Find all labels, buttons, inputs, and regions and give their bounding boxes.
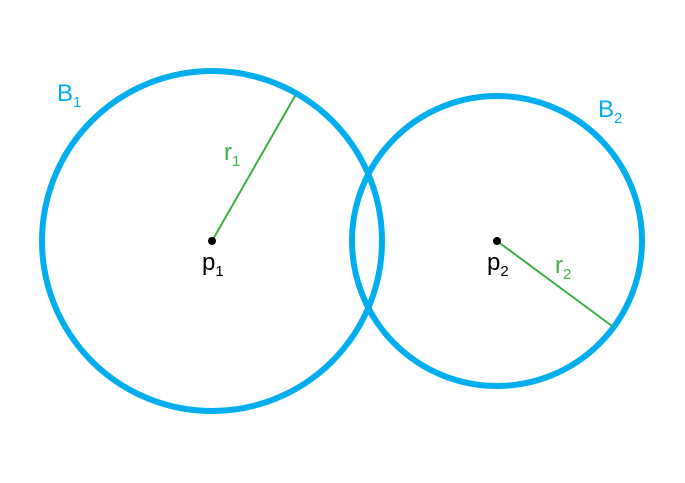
circle-label-b1: B1 bbox=[57, 80, 81, 111]
radius-label-r2-main: r bbox=[555, 252, 563, 279]
center-label-p1: p1 bbox=[202, 249, 224, 280]
radius-label-r1-sub: 1 bbox=[232, 153, 240, 170]
radius-line-r2 bbox=[496, 240, 613, 327]
circle-b2 bbox=[349, 93, 645, 389]
circle-b1 bbox=[39, 68, 385, 414]
radius-label-r2-sub: 2 bbox=[563, 266, 571, 283]
center-label-p2-sub: 2 bbox=[500, 263, 508, 280]
radius-label-r1: r1 bbox=[224, 139, 240, 170]
circle-label-b2-main: B bbox=[598, 96, 614, 123]
center-point-p2 bbox=[493, 237, 501, 245]
center-label-p1-sub: 1 bbox=[215, 263, 223, 280]
radius-label-r2: r2 bbox=[555, 252, 571, 283]
circle-label-b2: B2 bbox=[598, 96, 622, 127]
center-label-p2-main: p bbox=[487, 249, 500, 276]
center-label-p1-main: p bbox=[202, 249, 215, 276]
center-point-p1 bbox=[208, 237, 216, 245]
radius-line-r1 bbox=[211, 95, 296, 242]
circle-label-b1-main: B bbox=[57, 80, 73, 107]
radius-label-r1-main: r bbox=[224, 139, 232, 166]
circle-label-b1-sub: 1 bbox=[73, 94, 81, 111]
center-label-p2: p2 bbox=[487, 249, 509, 280]
circle-label-b2-sub: 2 bbox=[614, 110, 622, 127]
